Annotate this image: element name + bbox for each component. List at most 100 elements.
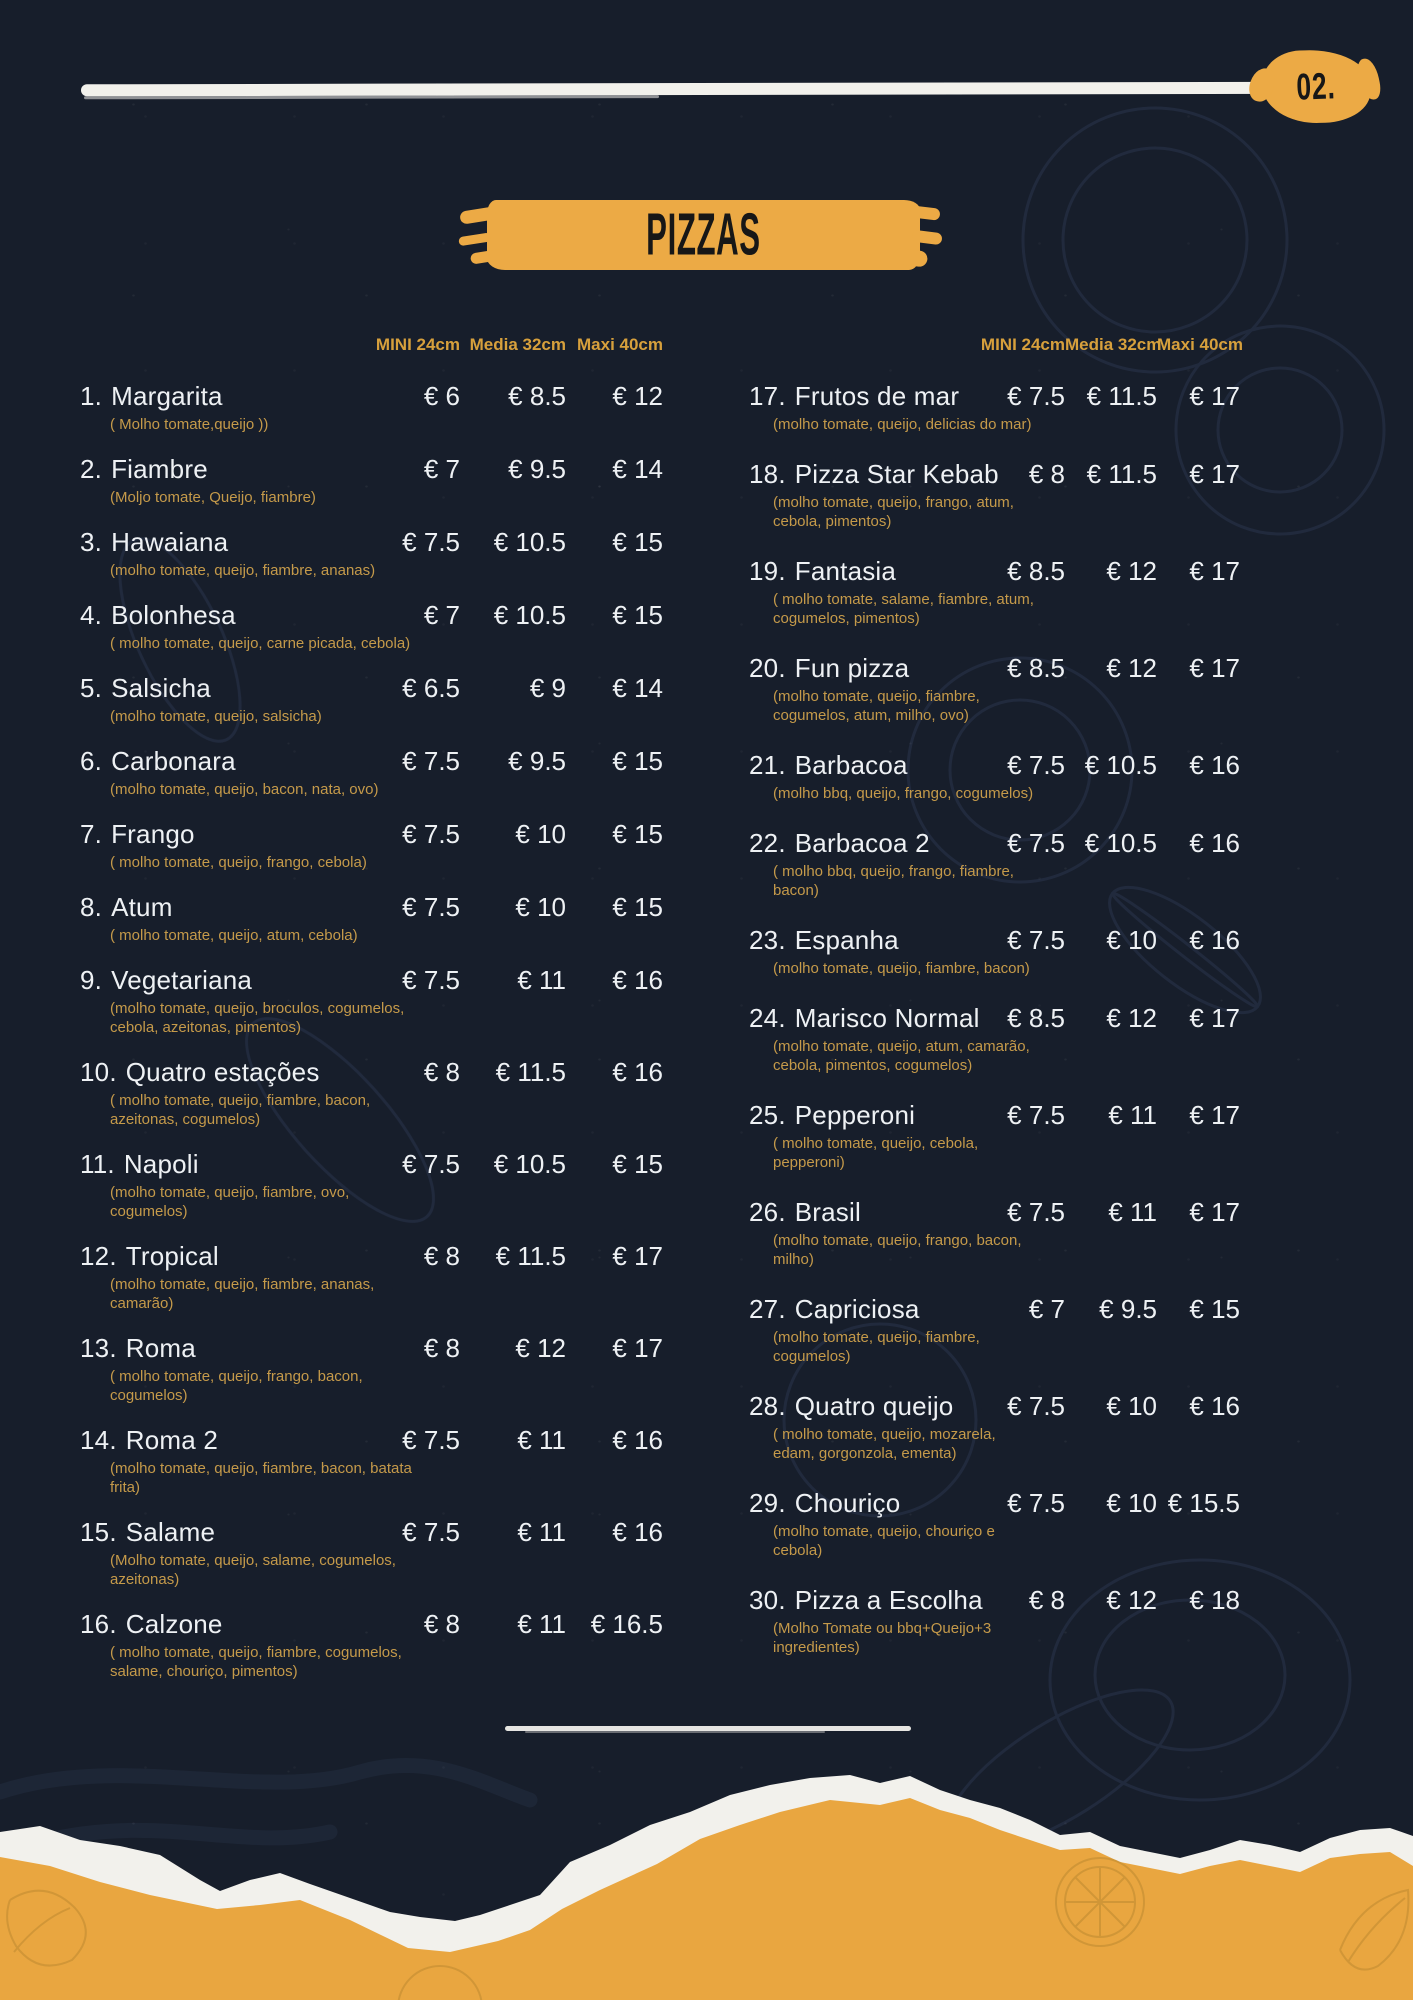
item-name: Tropical (125, 1241, 219, 1271)
price-mini: € 8 (1028, 459, 1065, 489)
menu-item: 22. Barbacoa 2 € 7.5 € 10.5 € 16 ( molho … (749, 826, 1240, 900)
price-maxi: € 15 (612, 1149, 663, 1179)
price-mini: € 7.5 (402, 819, 460, 849)
item-number: 6. (80, 746, 103, 776)
item-number: 24. (749, 1003, 786, 1033)
price-media: € 10.5 (1084, 750, 1157, 780)
price-media: € 10.5 (493, 527, 566, 557)
item-title: 26. Brasil (749, 1195, 974, 1229)
bottom-divider-brush (505, 1726, 911, 1733)
item-number: 22. (749, 828, 786, 858)
size-header-row-left: MINI 24cm Media 32cm Maxi 40cm (80, 335, 663, 355)
item-number: 8. (80, 892, 103, 922)
item-number: 23. (749, 925, 786, 955)
item-title: 14. Roma 2 (80, 1423, 343, 1457)
item-ingredients: ( molho tomate, queijo, cebola, pepperon… (773, 1135, 979, 1171)
page-number: 02. (1295, 64, 1337, 108)
item-name: Barbacoa 2 (794, 828, 930, 858)
item-title: 9. Vegetariana (80, 963, 343, 997)
menu-item: 9. Vegetariana € 7.5 € 11 € 16 (molho tom… (80, 963, 663, 1037)
item-title: 30. Pizza a Escolha (749, 1583, 983, 1617)
item-title: 23. Espanha (749, 923, 974, 957)
price-media: € 11 (517, 1517, 566, 1547)
menu-column-right: MINI 24cm Media 32cm Maxi 40cm 17. Frutos… (749, 335, 1243, 1699)
menu-item: 11. Napoli € 7.5 € 10.5 € 15 (molho tomat… (80, 1147, 663, 1221)
item-title: 28. Quatro queijo (749, 1389, 974, 1423)
torn-paper-edge (0, 1775, 1413, 2000)
item-ingredients: ( molho tomate, queijo, atum, cebola) (110, 927, 358, 944)
price-mini: € 8 (1028, 1585, 1065, 1615)
item-number: 25. (749, 1100, 786, 1130)
item-title: 10. Quatro estações (80, 1055, 343, 1089)
title-banner-inner: PIZZAS (487, 200, 920, 270)
price-mini: € 7.5 (1007, 1488, 1065, 1518)
item-number: 30. (749, 1585, 786, 1615)
item-name: Chouriço (794, 1488, 901, 1518)
item-number: 7. (80, 819, 103, 849)
size-header-media: Media 32cm (469, 335, 566, 354)
item-number: 17. (749, 381, 786, 411)
price-mini: € 8 (423, 1057, 460, 1087)
size-header-row-right: MINI 24cm Media 32cm Maxi 40cm (749, 335, 1243, 355)
item-name: Frutos de mar (794, 381, 960, 411)
price-media: € 11 (517, 965, 566, 995)
price-maxi: € 17 (1189, 556, 1240, 586)
price-maxi: € 17 (1189, 653, 1240, 683)
item-ingredients: (molho tomate, queijo, fiambre, ovo, cog… (110, 1184, 350, 1220)
menu-item: 13. Roma € 8 € 12 € 17 ( molho tomate, qu… (80, 1331, 663, 1405)
page-title: PIZZAS (646, 201, 761, 269)
price-maxi: € 17 (1189, 1100, 1240, 1130)
menu-item: 29. Chouriço € 7.5 € 10 € 15.5 (molho tom… (749, 1486, 1240, 1560)
price-mini: € 7.5 (1007, 1391, 1065, 1421)
item-name: Fantasia (794, 556, 897, 586)
menu-item: 15. Salame € 7.5 € 11 € 16 (Molho tomate,… (80, 1515, 663, 1589)
item-title: 24. Marisco Normal (749, 1001, 979, 1035)
item-ingredients: (Moljo tomate, Queijo, fiambre) (110, 489, 316, 506)
menu-item: 7. Frango € 7.5 € 10 € 15 ( molho tomate,… (80, 817, 663, 872)
price-media: € 12 (1106, 653, 1157, 683)
item-name: Margarita (111, 381, 223, 411)
price-maxi: € 15 (612, 892, 663, 922)
item-ingredients: (Molho Tomate ou bbq+Queijo+3 ingredient… (773, 1620, 992, 1656)
menu-item: 21. Barbacoa € 7.5 € 10.5 € 16 (molho bbq… (749, 748, 1240, 803)
menu-item: 20. Fun pizza € 8.5 € 12 € 17 (molho toma… (749, 651, 1240, 725)
menu-item: 23. Espanha € 7.5 € 10 € 16 (molho tomate… (749, 923, 1240, 978)
item-ingredients: (molho tomate, queijo, fiambre, cogumelo… (773, 688, 980, 724)
price-maxi: € 16 (612, 965, 663, 995)
item-number: 3. (80, 527, 103, 557)
item-name: Capriciosa (794, 1294, 920, 1324)
menu-columns: MINI 24cm Media 32cm Maxi 40cm 1. Margari… (80, 335, 1243, 1699)
item-number: 2. (80, 454, 103, 484)
menu-item: 17. Frutos de mar € 7.5 € 11.5 € 17 (molh… (749, 379, 1240, 434)
price-mini: € 7.5 (402, 527, 460, 557)
item-title: 13. Roma (80, 1331, 343, 1365)
item-name: Brasil (794, 1197, 861, 1227)
item-title: 11. Napoli (80, 1147, 343, 1181)
item-title: 25. Pepperoni (749, 1098, 974, 1132)
item-ingredients: (molho tomate, queijo, frango, bacon, mi… (773, 1232, 1022, 1268)
size-header-maxi: Maxi 40cm (1157, 335, 1243, 354)
item-number: 9. (80, 965, 103, 995)
item-number: 27. (749, 1294, 786, 1324)
item-name: Carbonara (111, 746, 236, 776)
menu-item: 14. Roma 2 € 7.5 € 11 € 16 (molho tomate,… (80, 1423, 663, 1497)
price-maxi: € 14 (612, 454, 663, 484)
price-media: € 11 (517, 1425, 566, 1455)
menu-item: 16. Calzone € 8 € 11 € 16.5 ( molho tomat… (80, 1607, 663, 1681)
item-name: Vegetariana (111, 965, 253, 995)
price-media: € 9 (529, 673, 566, 703)
citrus-sketch-decoration (6, 1857, 1410, 2000)
item-title: 6. Carbonara (80, 744, 343, 778)
item-title: 22. Barbacoa 2 (749, 826, 974, 860)
item-name: Espanha (794, 925, 899, 955)
item-name: Quatro queijo (794, 1391, 954, 1421)
item-title: 8. Atum (80, 890, 343, 924)
item-ingredients: ( molho tomate, queijo, fiambre, bacon, … (110, 1092, 371, 1128)
price-maxi: € 18 (1189, 1585, 1240, 1615)
menu-item: 1. Margarita € 6 € 8.5 € 12 ( Molho tomat… (80, 379, 663, 434)
item-number: 18. (749, 459, 786, 489)
item-ingredients: (molho tomate, queijo, fiambre, bacon) (773, 960, 1030, 977)
item-name: Roma 2 (125, 1425, 218, 1455)
price-media: € 10.5 (493, 1149, 566, 1179)
price-mini: € 8.5 (1007, 556, 1065, 586)
